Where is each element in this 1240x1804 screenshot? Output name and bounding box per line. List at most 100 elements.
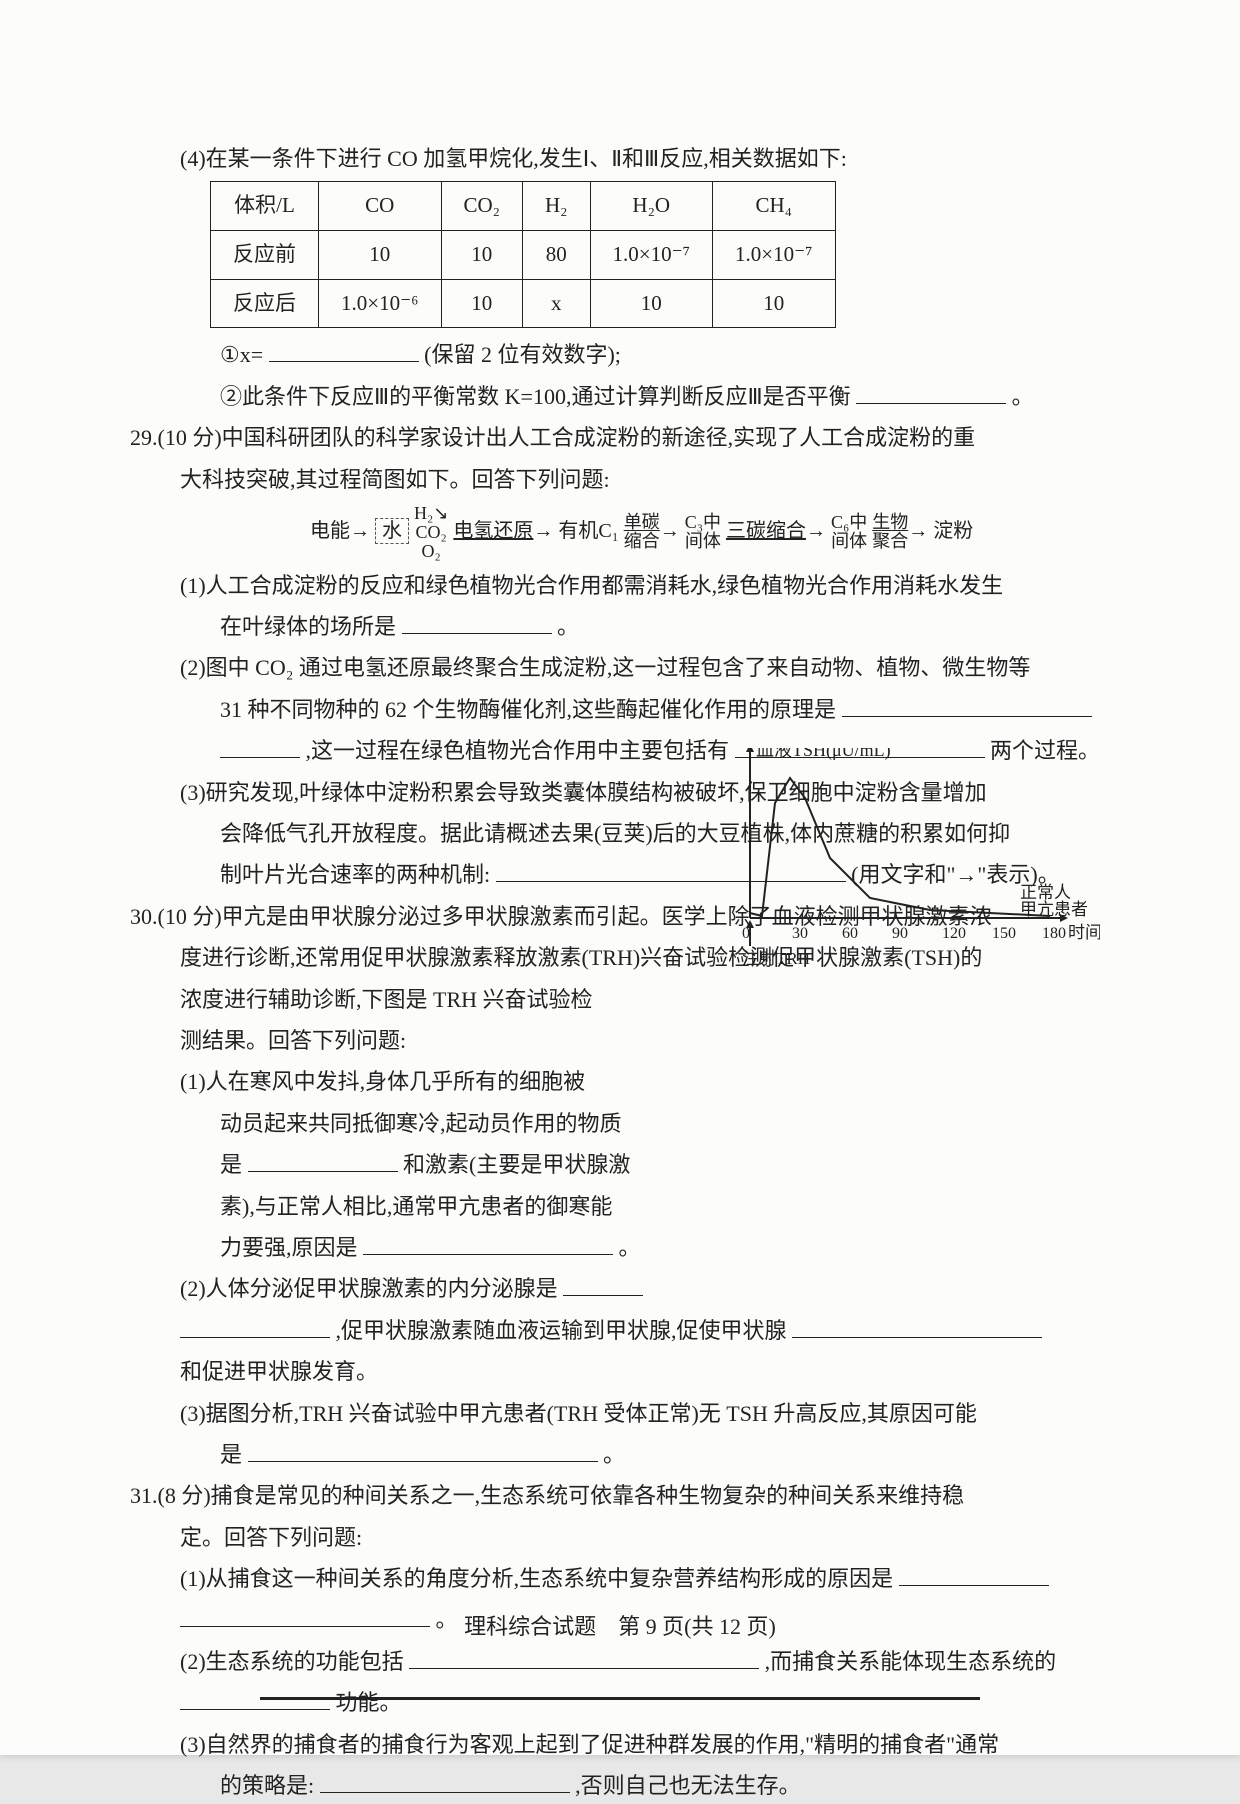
q29-2a: (2)图中 CO₂ 通过电氢还原最终聚合生成淀粉,这一过程包含了来自动物、植物、… bbox=[130, 649, 1120, 686]
diag-node: C₃中 间体 bbox=[685, 513, 721, 551]
svg-text:血液TSH(μU/mL): 血液TSH(μU/mL) bbox=[756, 748, 891, 761]
q30-1b: 动员起来共同抵御寒冷,起动员作用的物质 bbox=[130, 1105, 700, 1142]
diag-step: 单碳 缩合 bbox=[624, 513, 660, 551]
answer-blank[interactable] bbox=[856, 380, 1006, 404]
answer-blank[interactable] bbox=[899, 1562, 1049, 1586]
td: 10 bbox=[441, 279, 523, 328]
trh-tsh-chart: 血液TSH(μU/mL)0306090120150180时间（分）正常人甲亢患者… bbox=[720, 748, 1100, 948]
td: 80 bbox=[523, 231, 591, 280]
diag-node: 电能 bbox=[310, 520, 350, 542]
text: 力要强,原因是 bbox=[220, 1235, 358, 1260]
answer-blank[interactable] bbox=[842, 693, 1092, 717]
q29-header: 29.(10 分)中国科研团队的科学家设计出人工合成淀粉的新途径,实现了人工合成… bbox=[130, 419, 1120, 456]
exam-page: (4)在某一条件下进行 CO 加氢甲烷化,发生Ⅰ、Ⅱ和Ⅲ反应,相关数据如下: 体… bbox=[0, 0, 1240, 1755]
q30-2b: ,促甲状腺激素随血液运输到甲状腺,促使甲状腺 bbox=[130, 1312, 1120, 1349]
text: 制叶片光合速率的两种机制: bbox=[220, 862, 490, 887]
q29-2b: 31 种不同物种的 62 个生物酶催化剂,这些酶起催化作用的原理是 bbox=[130, 691, 1120, 728]
q30-3b: 是 。 bbox=[130, 1436, 1120, 1473]
text: (2)人体分泌促甲状腺激素的内分泌腺是 bbox=[180, 1276, 558, 1301]
tail: (保留 2 位有效数字); bbox=[424, 342, 621, 367]
reaction-data-table: 体积/L CO CO₂ H₂ H₂O CH₄ 反应前 10 10 80 1.0×… bbox=[210, 181, 836, 328]
q30-3a: (3)据图分析,TRH 兴奋试验中甲亢患者(TRH 受体正常)无 TSH 升高反… bbox=[130, 1395, 1120, 1432]
q31-1a: (1)从捕食这一种间关系的角度分析,生态系统中复杂营养结构形成的原因是 bbox=[130, 1560, 1120, 1597]
diag-branch: H₂↘ CO₂ O₂ bbox=[414, 504, 448, 561]
svg-text:30: 30 bbox=[792, 925, 808, 942]
q31-header2: 定。回答下列问题: bbox=[130, 1519, 1120, 1556]
answer-blank[interactable] bbox=[363, 1231, 613, 1255]
td: 10 bbox=[319, 231, 442, 280]
td: 10 bbox=[713, 279, 836, 328]
th: CO₂ bbox=[441, 182, 523, 231]
q28-4-intro: (4)在某一条件下进行 CO 加氢甲烷化,发生Ⅰ、Ⅱ和Ⅲ反应,相关数据如下: bbox=[130, 140, 1120, 177]
footer-rule bbox=[260, 1697, 980, 1700]
q31-3a: (3)自然界的捕食者的捕食行为客观上起到了促进种群发展的作用,"精明的捕食者"通… bbox=[130, 1726, 1120, 1763]
answer-blank[interactable] bbox=[248, 1438, 598, 1462]
q30-2c: 和促进甲状腺发育。 bbox=[130, 1353, 1120, 1390]
label: ①x= bbox=[220, 342, 263, 367]
text: ②此条件下反应Ⅲ的平衡常数 K=100,通过计算判断反应Ⅲ是否平衡 bbox=[220, 384, 851, 409]
diag-step: 生物 聚合 bbox=[872, 513, 908, 551]
td: 1.0×10⁻⁷ bbox=[590, 231, 713, 280]
answer-blank[interactable] bbox=[563, 1272, 643, 1296]
text: ,而捕食关系能体现生态系统的 bbox=[765, 1649, 1057, 1674]
tail: 功能。 bbox=[336, 1690, 402, 1715]
svg-text:甲亢患者: 甲亢患者 bbox=[1020, 900, 1088, 919]
answer-blank[interactable] bbox=[402, 610, 552, 634]
th: 体积/L bbox=[211, 182, 319, 231]
chart-svg: 血液TSH(μU/mL)0306090120150180时间（分）正常人甲亢患者… bbox=[720, 748, 1100, 978]
q30-2a: (2)人体分泌促甲状腺激素的内分泌腺是 bbox=[130, 1270, 1120, 1307]
svg-text:注射TRH: 注射TRH bbox=[742, 949, 810, 968]
th: CH₄ bbox=[713, 182, 836, 231]
q29-1a: (1)人工合成淀粉的反应和绿色植物光合作用都需消耗水,绿色植物光合作用消耗水发生 bbox=[130, 567, 1120, 604]
page-footer: 理科综合试题 第 9 页(共 12 页) bbox=[0, 1608, 1240, 1645]
text: 的策略是: bbox=[220, 1773, 314, 1798]
q31-2b: 功能。 bbox=[130, 1684, 1120, 1721]
tail: 。 bbox=[557, 614, 579, 639]
svg-text:180: 180 bbox=[1042, 925, 1066, 942]
text: ,促甲状腺激素随血液运输到甲状腺,促使甲状腺 bbox=[336, 1318, 787, 1343]
diag-node: 有机C₁ bbox=[558, 520, 618, 542]
q28-sub1: ①x= (保留 2 位有效数字); bbox=[130, 336, 1120, 373]
diag-node-water: 水 bbox=[375, 518, 409, 544]
text: 是 bbox=[220, 1152, 242, 1177]
answer-blank[interactable] bbox=[792, 1314, 1042, 1338]
text: (1)从捕食这一种间关系的角度分析,生态系统中复杂营养结构形成的原因是 bbox=[180, 1566, 893, 1591]
tail: 。 bbox=[1012, 384, 1034, 409]
text: 在叶绿体的场所是 bbox=[220, 614, 396, 639]
answer-blank[interactable] bbox=[409, 1645, 759, 1669]
svg-text:120: 120 bbox=[942, 925, 966, 942]
text: 31 种不同物种的 62 个生物酶催化剂,这些酶起催化作用的原理是 bbox=[220, 697, 836, 722]
diag-node: C₆中 间体 bbox=[831, 513, 867, 551]
svg-text:150: 150 bbox=[992, 925, 1016, 942]
q30-1a: (1)人在寒风中发抖,身体几乎所有的细胞被 bbox=[130, 1063, 700, 1100]
text: 是 bbox=[220, 1442, 242, 1467]
diag-step: 电氢还原 bbox=[453, 520, 533, 542]
answer-blank[interactable] bbox=[248, 1148, 398, 1172]
synthesis-diagram: 电能→ 水 H₂↘ CO₂ O₂ 电氢还原→ 有机C₁ 单碳 缩合 → C₃中 … bbox=[310, 504, 1120, 561]
th: CO bbox=[319, 182, 442, 231]
table-row: 反应前 10 10 80 1.0×10⁻⁷ 1.0×10⁻⁷ bbox=[211, 231, 836, 280]
answer-blank[interactable] bbox=[180, 1314, 330, 1338]
answer-blank[interactable] bbox=[269, 338, 419, 362]
q30-header3b: 测结果。回答下列问题: bbox=[130, 1022, 700, 1059]
q31-3b: 的策略是: ,否则自己也无法生存。 bbox=[130, 1767, 1120, 1804]
svg-text:时间（分）: 时间（分） bbox=[1068, 923, 1100, 942]
th: H₂O bbox=[590, 182, 713, 231]
diag-step: 三碳缩合 bbox=[726, 520, 806, 542]
svg-text:90: 90 bbox=[892, 925, 908, 942]
tail: 。 bbox=[619, 1235, 641, 1260]
answer-blank[interactable] bbox=[220, 734, 300, 758]
svg-text:60: 60 bbox=[842, 925, 858, 942]
q30-1d: 素),与正常人相比,通常甲亢患者的御寒能 bbox=[130, 1188, 700, 1225]
td: x bbox=[523, 279, 591, 328]
td: 10 bbox=[590, 279, 713, 328]
q28-sub2: ②此条件下反应Ⅲ的平衡常数 K=100,通过计算判断反应Ⅲ是否平衡 。 bbox=[130, 378, 1120, 415]
text: (2)生态系统的功能包括 bbox=[180, 1649, 404, 1674]
tail: 。 bbox=[603, 1442, 625, 1467]
td: 1.0×10⁻⁷ bbox=[713, 231, 836, 280]
td: 10 bbox=[441, 231, 523, 280]
q31-header: 31.(8 分)捕食是常见的种间关系之一,生态系统可依靠各种生物复杂的种间关系来… bbox=[130, 1477, 1120, 1514]
q29-header2: 大科技突破,其过程简图如下。回答下列问题: bbox=[130, 461, 1120, 498]
q30-1c: 是 和激素(主要是甲状腺激 bbox=[130, 1146, 700, 1183]
answer-blank[interactable] bbox=[320, 1769, 570, 1793]
